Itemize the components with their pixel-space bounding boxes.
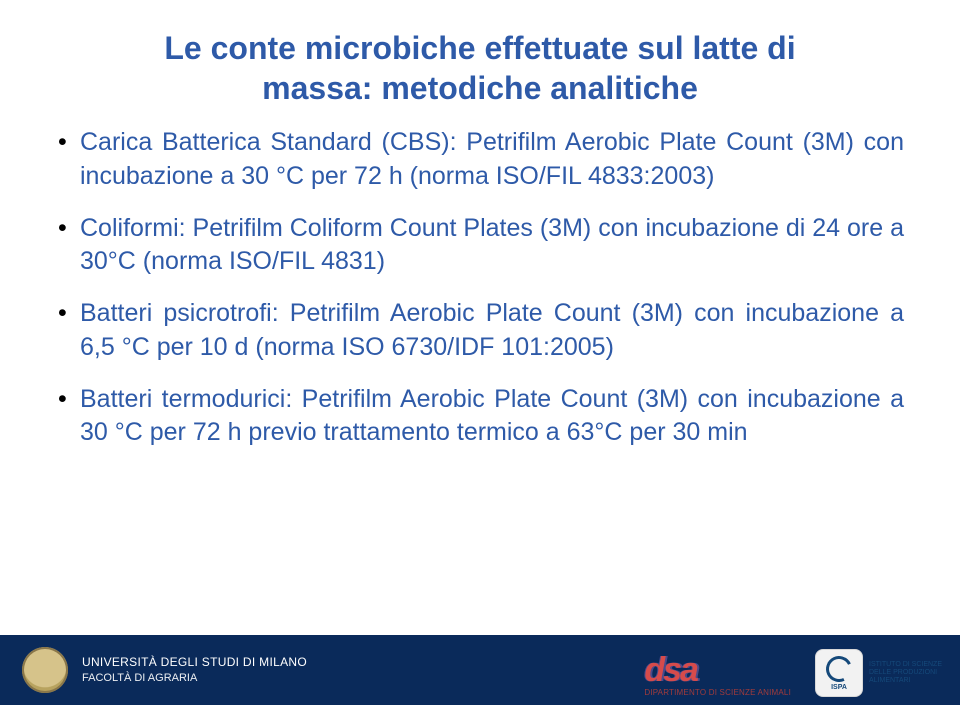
bullet-list: Carica Batterica Standard (CBS): Petrifi…	[56, 126, 904, 450]
ispa-block: ISPA ISTITUTO DI SCIENZE DELLE PRODUZION…	[815, 649, 942, 697]
title-line1: Le conte microbiche effettuate sul latte…	[164, 30, 795, 66]
ispa-badge-icon: ISPA	[815, 649, 863, 697]
university-crest-icon	[22, 647, 68, 693]
university-name: UNIVERSITÀ DEGLI STUDI DI MILANO	[82, 656, 307, 670]
dsa-subtitle: DIPARTIMENTO DI SCIENZE ANIMALI	[644, 688, 791, 697]
ispa-line2: DELLE PRODUZIONI	[869, 669, 942, 677]
dsa-block: dsa DIPARTIMENTO DI SCIENZE ANIMALI	[644, 657, 791, 697]
ispa-line1: ISTITUTO DI SCIENZE	[869, 661, 942, 669]
university-text: UNIVERSITÀ DEGLI STUDI DI MILANO FACOLTÀ…	[82, 656, 307, 684]
list-item: Carica Batterica Standard (CBS): Petrifi…	[56, 126, 904, 194]
ispa-line3: ALIMENTARI	[869, 677, 942, 685]
dsa-logo-icon: dsa	[644, 657, 697, 684]
slide-title: Le conte microbiche effettuate sul latte…	[0, 0, 960, 126]
footer-left: UNIVERSITÀ DEGLI STUDI DI MILANO FACOLTÀ…	[22, 647, 307, 693]
ispa-label: ISPA	[831, 684, 847, 691]
list-item: Batteri termodurici: Petrifilm Aerobic P…	[56, 383, 904, 451]
ispa-c-icon	[822, 652, 855, 685]
footer-right: dsa DIPARTIMENTO DI SCIENZE ANIMALI ISPA…	[644, 649, 942, 697]
slide-body: Carica Batterica Standard (CBS): Petrifi…	[0, 126, 960, 450]
list-item: Coliformi: Petrifilm Coliform Count Plat…	[56, 212, 904, 280]
title-line2: massa: metodiche analitiche	[262, 70, 698, 106]
ispa-text: ISTITUTO DI SCIENZE DELLE PRODUZIONI ALI…	[869, 661, 942, 685]
footer: UNIVERSITÀ DEGLI STUDI DI MILANO FACOLTÀ…	[0, 619, 960, 705]
list-item: Batteri psicrotrofi: Petrifilm Aerobic P…	[56, 297, 904, 365]
faculty-name: FACOLTÀ DI AGRARIA	[82, 672, 307, 685]
